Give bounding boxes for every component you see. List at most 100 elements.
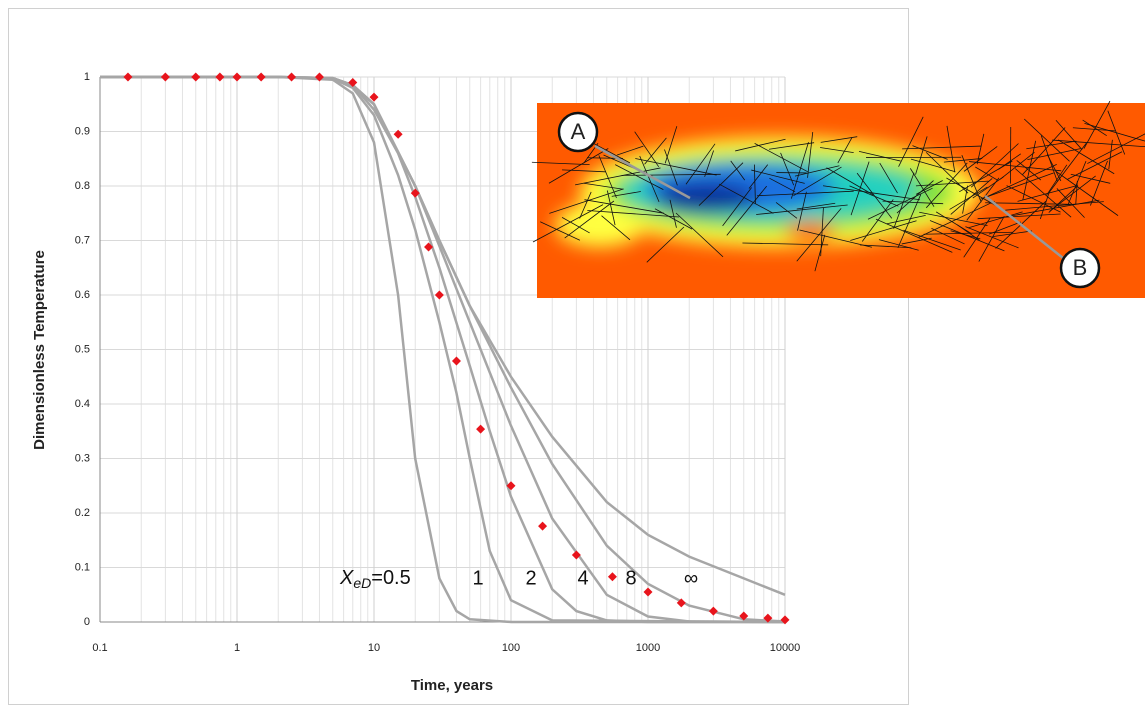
data-point <box>571 550 581 560</box>
fracture <box>893 172 915 229</box>
fracture <box>794 165 840 177</box>
fracture <box>915 136 928 175</box>
fracture <box>963 218 991 258</box>
y-tick-label: 0.3 <box>75 452 90 464</box>
fracture <box>1023 118 1070 162</box>
fracture <box>912 145 948 160</box>
data-point <box>607 572 617 582</box>
fracture <box>882 200 944 205</box>
x-axis-label: Time, years <box>411 677 493 694</box>
fracture <box>562 169 606 173</box>
x-tick-label: 10 <box>368 642 380 654</box>
fracture <box>639 155 660 203</box>
fracture <box>943 158 983 163</box>
data-point <box>369 92 379 102</box>
fracture <box>615 164 664 190</box>
fracture <box>730 160 746 181</box>
fracture <box>531 161 590 166</box>
fracture <box>540 221 581 241</box>
fracture <box>726 185 768 236</box>
fracture <box>617 145 644 156</box>
fracture <box>748 164 769 189</box>
data-point <box>410 188 420 198</box>
x-tick-label: 1 <box>234 642 240 654</box>
data-point <box>476 424 486 434</box>
fracture <box>898 116 924 167</box>
fracture <box>860 244 912 249</box>
fracture <box>988 221 1022 235</box>
data-point <box>191 72 201 82</box>
fracture <box>797 191 807 231</box>
data-point <box>424 242 434 252</box>
data-point <box>123 72 133 82</box>
fracture <box>879 162 898 194</box>
fracture <box>814 234 826 272</box>
data-point <box>708 606 718 616</box>
fracture <box>532 204 604 243</box>
fracture <box>897 194 922 249</box>
y-tick-label: 0.9 <box>75 125 90 137</box>
fracture <box>1017 185 1077 202</box>
data-point <box>506 481 516 491</box>
fracture <box>742 242 829 246</box>
fracture <box>1067 160 1087 206</box>
pointer-a <box>594 144 691 200</box>
y-tick-label: 0 <box>84 616 90 628</box>
x-tick-label: 1000 <box>636 642 660 654</box>
fracture <box>915 180 943 195</box>
fracture <box>796 202 836 210</box>
fracture <box>769 177 796 193</box>
fracture <box>598 155 617 199</box>
fracture <box>850 161 870 216</box>
fracture <box>886 214 926 225</box>
data-point <box>314 72 324 82</box>
y-tick-label: 0.5 <box>75 343 90 355</box>
fracture <box>903 229 961 251</box>
fracture <box>966 177 1000 221</box>
inset-label: A <box>571 119 586 144</box>
fracture <box>606 190 616 226</box>
fracture <box>950 178 993 215</box>
fracture <box>799 229 872 248</box>
fracture <box>583 182 624 190</box>
data-point <box>780 615 790 625</box>
fracture <box>820 147 854 154</box>
fracture <box>961 155 982 203</box>
fracture <box>718 183 774 214</box>
fracture <box>768 142 815 150</box>
pointer-b <box>984 195 1064 259</box>
fracture <box>826 167 874 196</box>
fracture <box>584 199 664 214</box>
fracture <box>1040 135 1058 182</box>
fracture <box>962 185 969 214</box>
data-point <box>739 611 749 621</box>
data-point <box>232 72 242 82</box>
fracture <box>1026 140 1077 150</box>
fracture <box>822 185 920 201</box>
curve-label: 8 <box>625 567 636 589</box>
fracture <box>902 145 982 150</box>
fracture <box>1027 148 1081 160</box>
data-point <box>676 598 686 608</box>
fracture <box>861 199 894 242</box>
fracture <box>925 162 968 209</box>
fracture <box>1048 185 1079 213</box>
y-tick-label: 0.6 <box>75 289 90 301</box>
fracture <box>549 188 624 214</box>
fracture <box>992 230 1033 238</box>
fracture <box>621 173 721 176</box>
fracture <box>909 168 935 207</box>
fracture <box>644 137 667 165</box>
fracture <box>635 158 717 176</box>
fracture <box>984 164 1057 198</box>
fracture <box>754 143 809 173</box>
fracture <box>946 125 956 173</box>
fracture <box>698 162 744 206</box>
fracture <box>1005 201 1104 211</box>
curve-label-subscript: eD <box>353 575 371 591</box>
fracture <box>849 185 899 207</box>
y-axis-label: Dimensionless Temperature <box>31 250 48 450</box>
fracture <box>910 158 956 173</box>
curve <box>100 75 786 596</box>
